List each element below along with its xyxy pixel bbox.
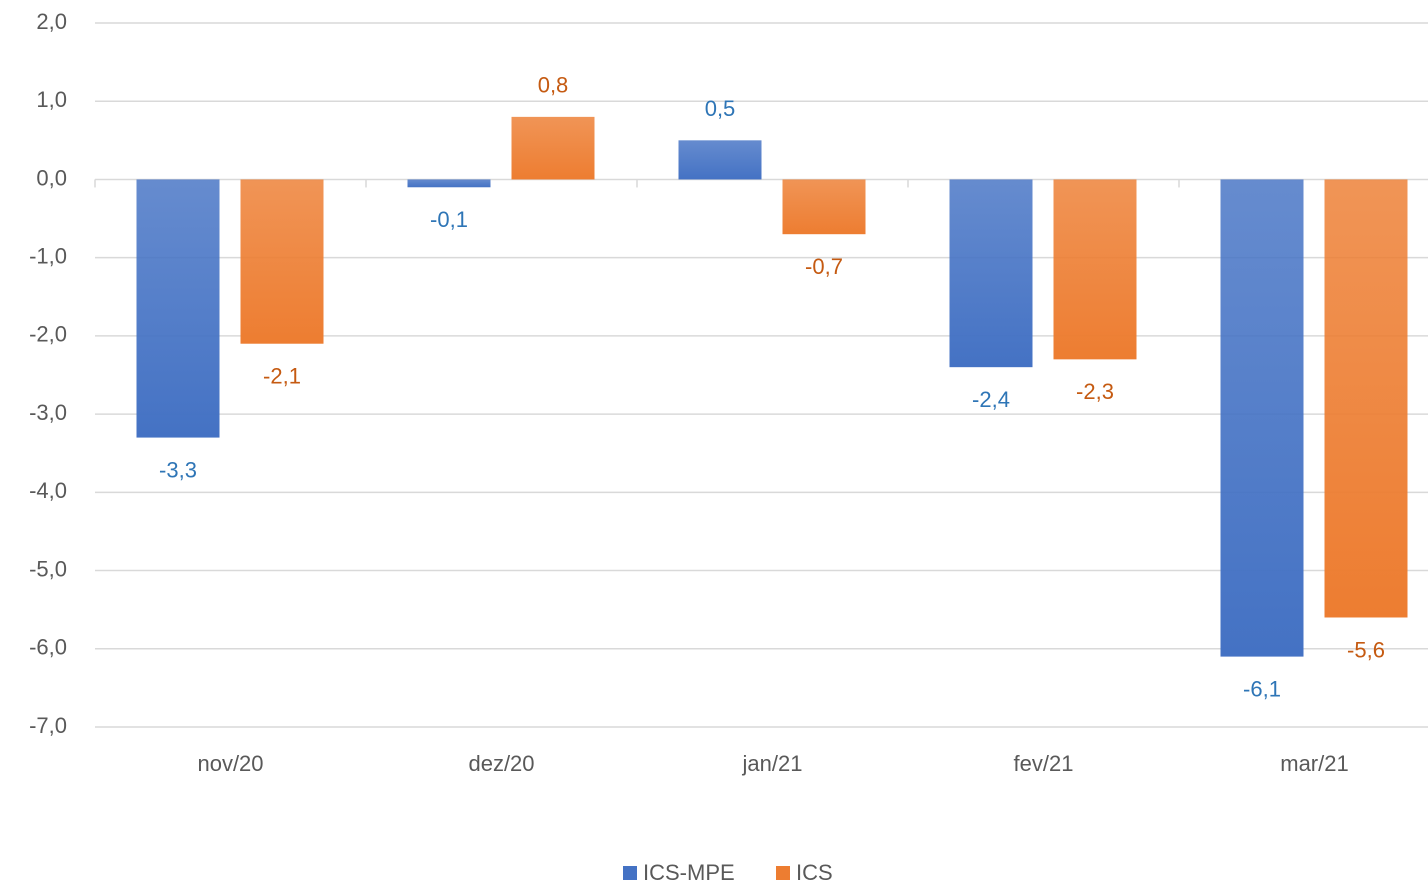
legend-swatch [623,866,637,880]
legend-label: ICS [796,860,833,885]
x-tick-label: dez/20 [468,751,534,776]
x-tick-label: nov/20 [197,751,263,776]
y-tick-label: -5,0 [29,556,67,581]
y-tick-label: -2,0 [29,322,67,347]
data-label: -0,7 [805,254,843,279]
data-label: -5,6 [1347,637,1385,662]
legend-swatch [776,866,790,880]
legend-label: ICS-MPE [643,860,735,885]
x-tick-label: fev/21 [1014,751,1074,776]
bar [782,179,866,235]
data-label: -3,3 [159,457,197,482]
bar [949,179,1033,368]
bar [240,179,324,344]
y-tick-label: -7,0 [29,713,67,738]
y-tick-label: -1,0 [29,243,67,268]
x-tick-label: jan/21 [742,751,803,776]
bar [1053,179,1137,360]
y-tick-label: 0,0 [36,165,67,190]
data-label: -2,3 [1076,379,1114,404]
data-label: 0,8 [538,73,569,98]
y-tick-label: 1,0 [36,87,67,112]
y-tick-label: -6,0 [29,635,67,660]
bar [511,116,595,180]
bar [1220,179,1304,657]
bar [1324,179,1408,618]
bar [407,179,491,188]
y-tick-label: -3,0 [29,400,67,425]
bar [136,179,220,438]
y-tick-label: 2,0 [36,9,67,34]
data-label: -2,1 [263,364,301,389]
data-label: -6,1 [1243,676,1281,701]
x-tick-label: mar/21 [1280,751,1348,776]
data-label: 0,5 [705,96,736,121]
y-tick-label: -4,0 [29,478,67,503]
data-label: -0,1 [430,207,468,232]
bar [678,140,762,180]
data-label: -2,4 [972,387,1010,412]
